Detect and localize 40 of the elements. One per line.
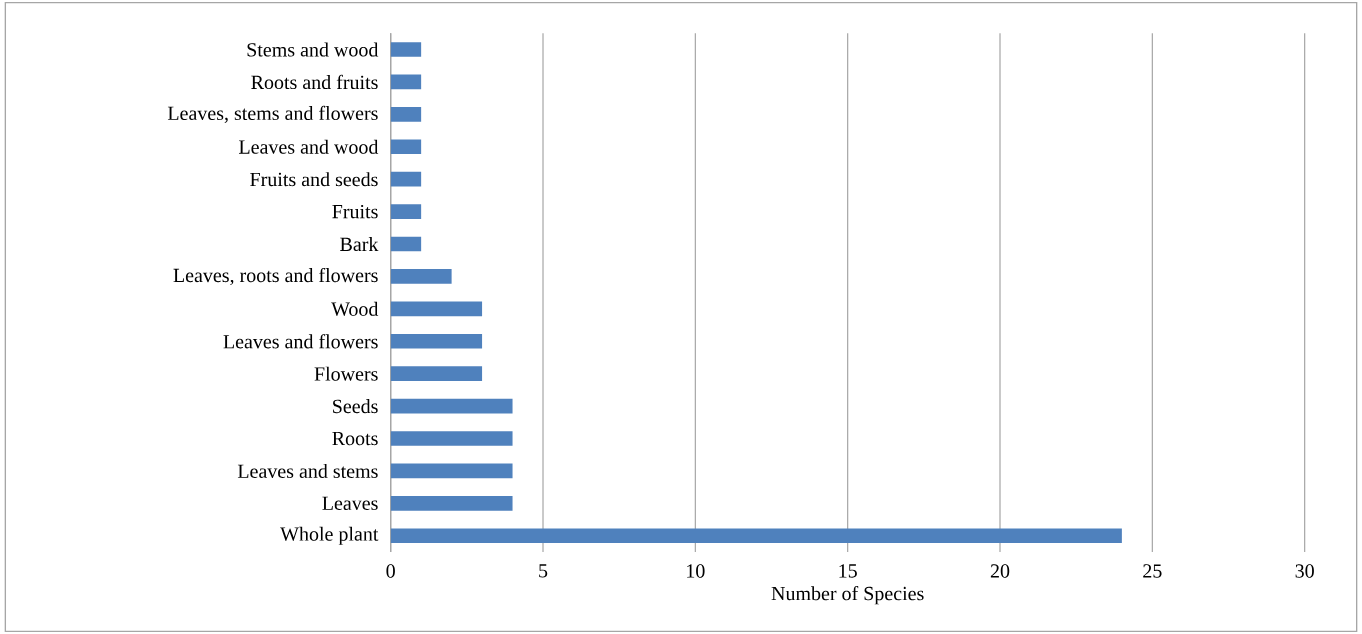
y-tick-label: Leaves, stems and flowers bbox=[167, 105, 378, 123]
y-tick-label: Leaves bbox=[322, 496, 378, 510]
x-tick-label: 0 bbox=[386, 564, 395, 578]
bar bbox=[390, 366, 483, 382]
x-tick-label: 5 bbox=[539, 564, 548, 578]
bar bbox=[390, 236, 422, 252]
bar bbox=[390, 333, 483, 349]
y-tick-label: Bark bbox=[340, 237, 379, 252]
y-tick-label: Fruits bbox=[332, 204, 378, 219]
x-tick-label: 20 bbox=[990, 564, 1010, 578]
x-tick-label: 10 bbox=[687, 564, 705, 578]
bar bbox=[390, 42, 422, 57]
y-tick-label: Roots and fruits bbox=[251, 74, 378, 90]
y-tick-label: Stems and wood bbox=[247, 42, 379, 57]
y-tick-label: Roots bbox=[332, 431, 378, 446]
x-axis-title: Number of Species bbox=[771, 586, 924, 605]
x-tick-label: 30 bbox=[1295, 564, 1314, 578]
bar bbox=[390, 107, 422, 122]
bar bbox=[390, 171, 422, 187]
bar bbox=[390, 269, 452, 284]
bar bbox=[390, 74, 422, 90]
bar bbox=[390, 528, 1122, 544]
y-tick-label: Flowers bbox=[314, 366, 378, 381]
bar bbox=[390, 204, 422, 219]
bar bbox=[390, 496, 513, 511]
y-tick-label: Leaves and stems bbox=[237, 463, 378, 478]
y-tick-label: Fruits and seeds bbox=[250, 172, 378, 187]
y-tick-label: Seeds bbox=[333, 399, 378, 414]
bar bbox=[390, 139, 422, 155]
x-tick-label: 25 bbox=[1143, 564, 1162, 578]
bar bbox=[390, 463, 513, 479]
y-tick-label: Wood bbox=[331, 301, 379, 316]
bar bbox=[390, 301, 483, 317]
y-tick-label: Leaves and wood bbox=[239, 139, 379, 154]
y-tick-label: Whole plant bbox=[280, 526, 379, 545]
bar bbox=[390, 398, 513, 414]
bar bbox=[390, 431, 513, 446]
x-tick-label: 15 bbox=[839, 564, 857, 578]
y-tick-label: Leaves, roots and flowers bbox=[173, 267, 378, 286]
y-tick-label: Leaves and flowers bbox=[223, 334, 378, 349]
